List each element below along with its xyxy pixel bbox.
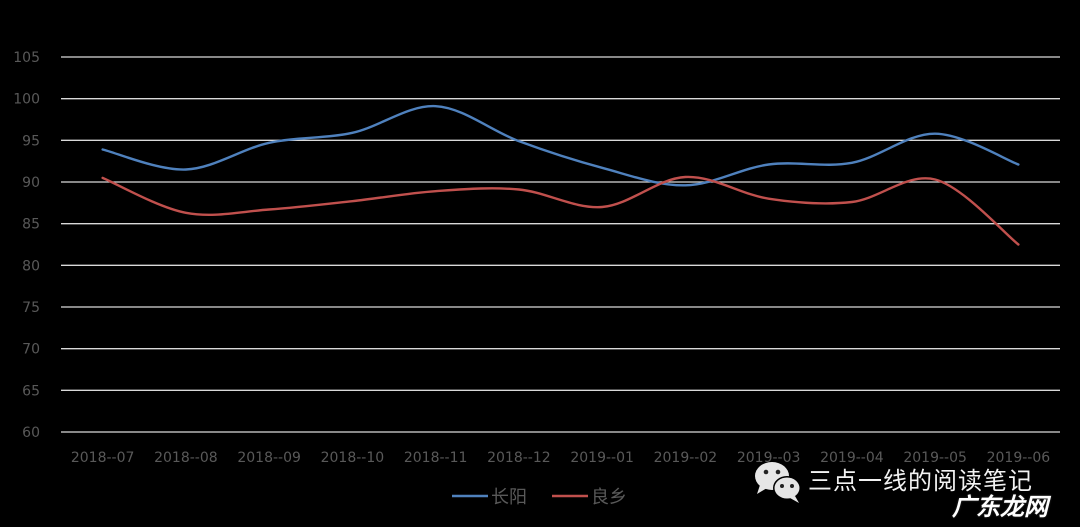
legend-label: 长阳: [491, 487, 527, 508]
y-tick-label: 70: [22, 342, 40, 358]
gridlines: [61, 56, 1060, 433]
watermark-text: 三点一线的阅读笔记: [808, 467, 1033, 495]
x-axis-labels: 2018--07 2018--08 2018--09 2018--10 2018--11…: [71, 450, 1050, 466]
wechat-icon: [755, 462, 801, 503]
y-tick-label: 105: [13, 50, 40, 66]
x-tick-label: 2018--12: [487, 450, 551, 466]
y-tick-label: 60: [22, 425, 40, 441]
series-line-1: [101, 175, 1020, 246]
y-tick-label: 65: [22, 383, 40, 399]
x-tick-label: 2018--08: [154, 450, 218, 466]
legend: 长阳 良乡: [452, 487, 627, 508]
watermark-site-text: 广东龙网: [952, 493, 1048, 521]
x-tick-label: 2019--06: [987, 450, 1051, 466]
x-tick-label: 2018--10: [321, 450, 385, 466]
x-tick-label: 2019--02: [654, 450, 718, 466]
legend-label: 良乡: [591, 487, 627, 508]
y-tick-label: 95: [22, 133, 40, 149]
y-tick-label: 90: [22, 175, 40, 191]
y-tick-label: 85: [22, 217, 40, 233]
x-tick-label: 2018--09: [237, 450, 301, 466]
x-tick-label: 2019--04: [820, 450, 884, 466]
series-line-0: [101, 104, 1020, 187]
x-tick-label: 2018--11: [404, 450, 468, 466]
y-tick-label: 100: [13, 92, 40, 108]
watermark: 三点一线的阅读笔记 广东龙网: [752, 459, 1072, 521]
y-axis-labels: 60 65 70 75 80 85 90 95 100 105: [13, 50, 40, 441]
x-tick-label: 2019--05: [903, 450, 967, 466]
x-tick-label: 2018--07: [71, 450, 135, 466]
series-lines: [101, 104, 1020, 246]
y-tick-label: 80: [22, 258, 40, 274]
x-tick-label: 2019--01: [570, 450, 634, 466]
y-tick-label: 75: [22, 300, 40, 316]
x-tick-label: 2019--03: [737, 450, 801, 466]
